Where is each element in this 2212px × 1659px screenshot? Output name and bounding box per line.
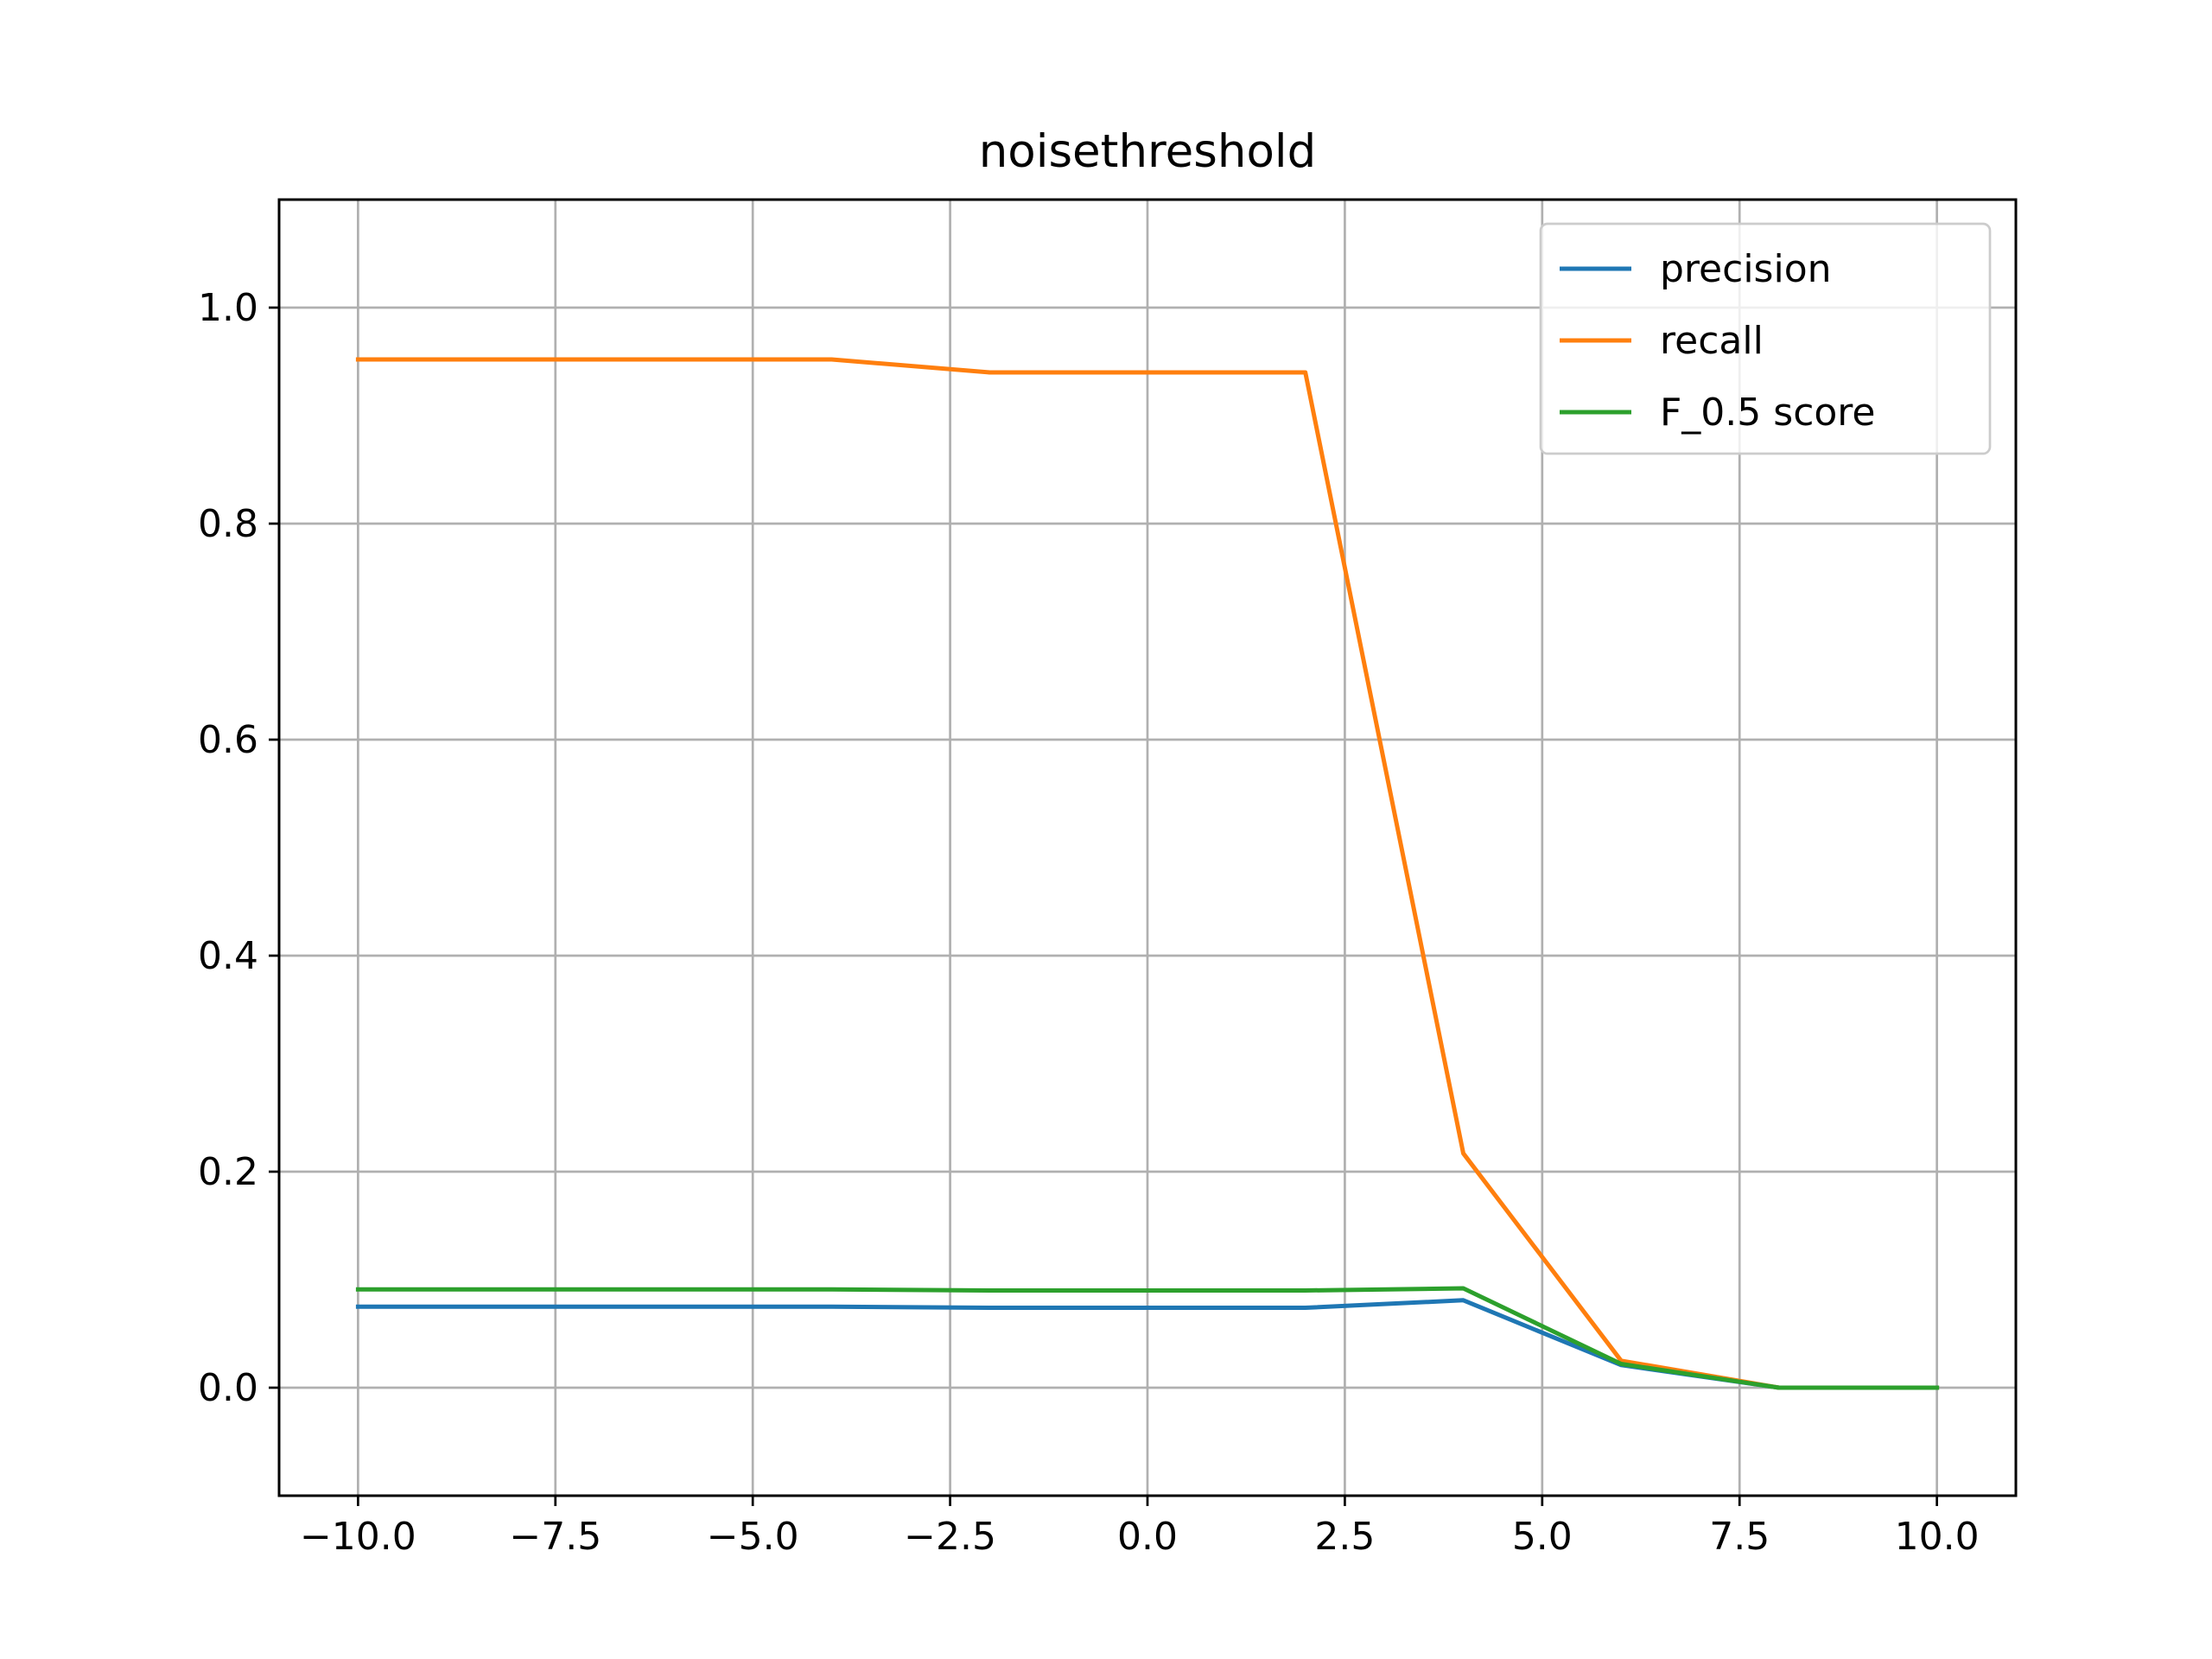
legend-label: recall bbox=[1660, 319, 1764, 363]
x-tick-label: −10.0 bbox=[300, 1515, 416, 1559]
legend-label: F_0.5 score bbox=[1660, 391, 1876, 435]
y-tick-label: 0.4 bbox=[198, 934, 258, 978]
legend-label: precision bbox=[1660, 247, 1832, 291]
chart-title: noisethreshold bbox=[979, 125, 1317, 178]
x-tick-label: 0.0 bbox=[1117, 1515, 1178, 1559]
x-tick-label: 10.0 bbox=[1895, 1515, 1980, 1559]
series-lines bbox=[355, 357, 1940, 1390]
x-tick-label: −7.5 bbox=[509, 1515, 601, 1559]
y-tick-label: 0.8 bbox=[198, 502, 258, 546]
x-tick-label: 5.0 bbox=[1512, 1515, 1573, 1559]
y-tick-label: 0.6 bbox=[198, 718, 258, 762]
axis-ticks: −10.0 −7.5 −5.0 −2.5 0.0 2.5 5.0 7.5 10.0 0.0 0.2 0… bbox=[198, 286, 1980, 1559]
y-tick-label: 1.0 bbox=[198, 286, 258, 330]
legend-box bbox=[1539, 222, 1992, 455]
legend: precision recall F_0.5 score bbox=[1539, 222, 1992, 455]
y-tick-label: 0.0 bbox=[198, 1366, 258, 1410]
x-tick-label: −5.0 bbox=[707, 1515, 799, 1559]
x-tick-label: 2.5 bbox=[1314, 1515, 1375, 1559]
series-line-f-0-5-score bbox=[355, 1286, 1940, 1390]
x-tick-label: 7.5 bbox=[1709, 1515, 1770, 1559]
y-tick-label: 0.2 bbox=[198, 1150, 258, 1194]
x-tick-label: −2.5 bbox=[904, 1515, 996, 1559]
